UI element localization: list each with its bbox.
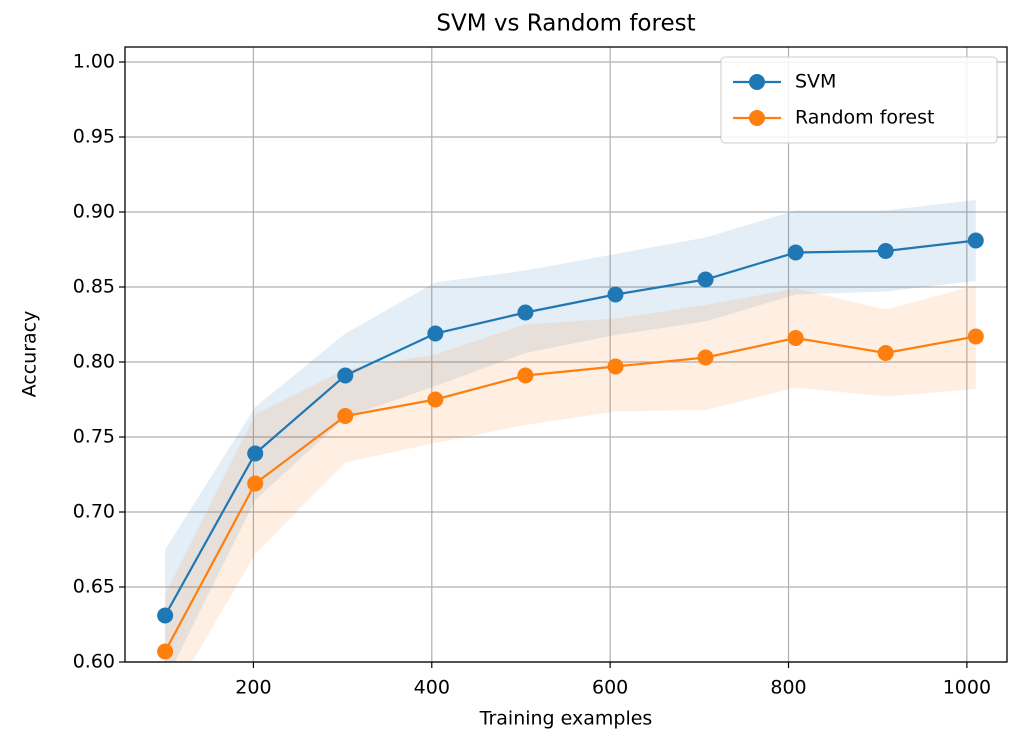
y-tick-label: 0.90 [73, 201, 115, 223]
plot-frame [124, 46, 1008, 663]
data-point [247, 475, 264, 492]
legend-marker [749, 74, 765, 90]
data-point [157, 643, 174, 660]
data-point [697, 271, 714, 288]
y-tick-label: 0.70 [73, 501, 115, 523]
series-line [164, 335, 976, 653]
data-point [427, 391, 444, 408]
y-tick-label: 0.95 [73, 126, 115, 148]
data-point [427, 325, 444, 342]
x-tick-label: 600 [592, 677, 628, 699]
data-point [697, 349, 714, 366]
x-axis-label: Training examples [479, 708, 653, 730]
data-point [967, 232, 984, 249]
y-axis-label: Accuracy [19, 311, 41, 398]
data-point [247, 445, 264, 462]
y-tick-label: 0.80 [73, 351, 115, 373]
y-tick-label: 0.60 [73, 651, 115, 673]
data-point [607, 358, 624, 375]
legend-marker [749, 110, 765, 126]
confidence-band [165, 200, 976, 662]
data-point [517, 304, 534, 321]
x-tick-label: 400 [414, 677, 450, 699]
y-tick-label: 1.00 [73, 51, 115, 73]
x-tick-label: 200 [235, 677, 271, 699]
y-tick-label: 0.65 [73, 576, 115, 598]
data-point [337, 367, 354, 384]
confidence-band [165, 285, 976, 662]
data-point [517, 367, 534, 384]
series-line [164, 239, 976, 617]
data-point [787, 330, 804, 346]
legend-box [720, 56, 998, 144]
data-point [157, 607, 174, 624]
data-point [607, 286, 624, 303]
chart-title: SVM vs Random forest [436, 11, 695, 37]
data-point [967, 328, 984, 345]
legend-label: SVM [795, 71, 836, 93]
data-point [877, 345, 894, 361]
plot-area [157, 200, 984, 662]
data-point [337, 408, 354, 424]
x-tick-label: 800 [770, 677, 806, 699]
y-tick-label: 0.85 [73, 276, 115, 298]
y-tick-label: 0.75 [73, 426, 115, 448]
data-point [787, 244, 804, 261]
legend-label: Random forest [795, 107, 934, 129]
x-tick-label: 1000 [943, 677, 991, 699]
data-point [877, 243, 894, 259]
